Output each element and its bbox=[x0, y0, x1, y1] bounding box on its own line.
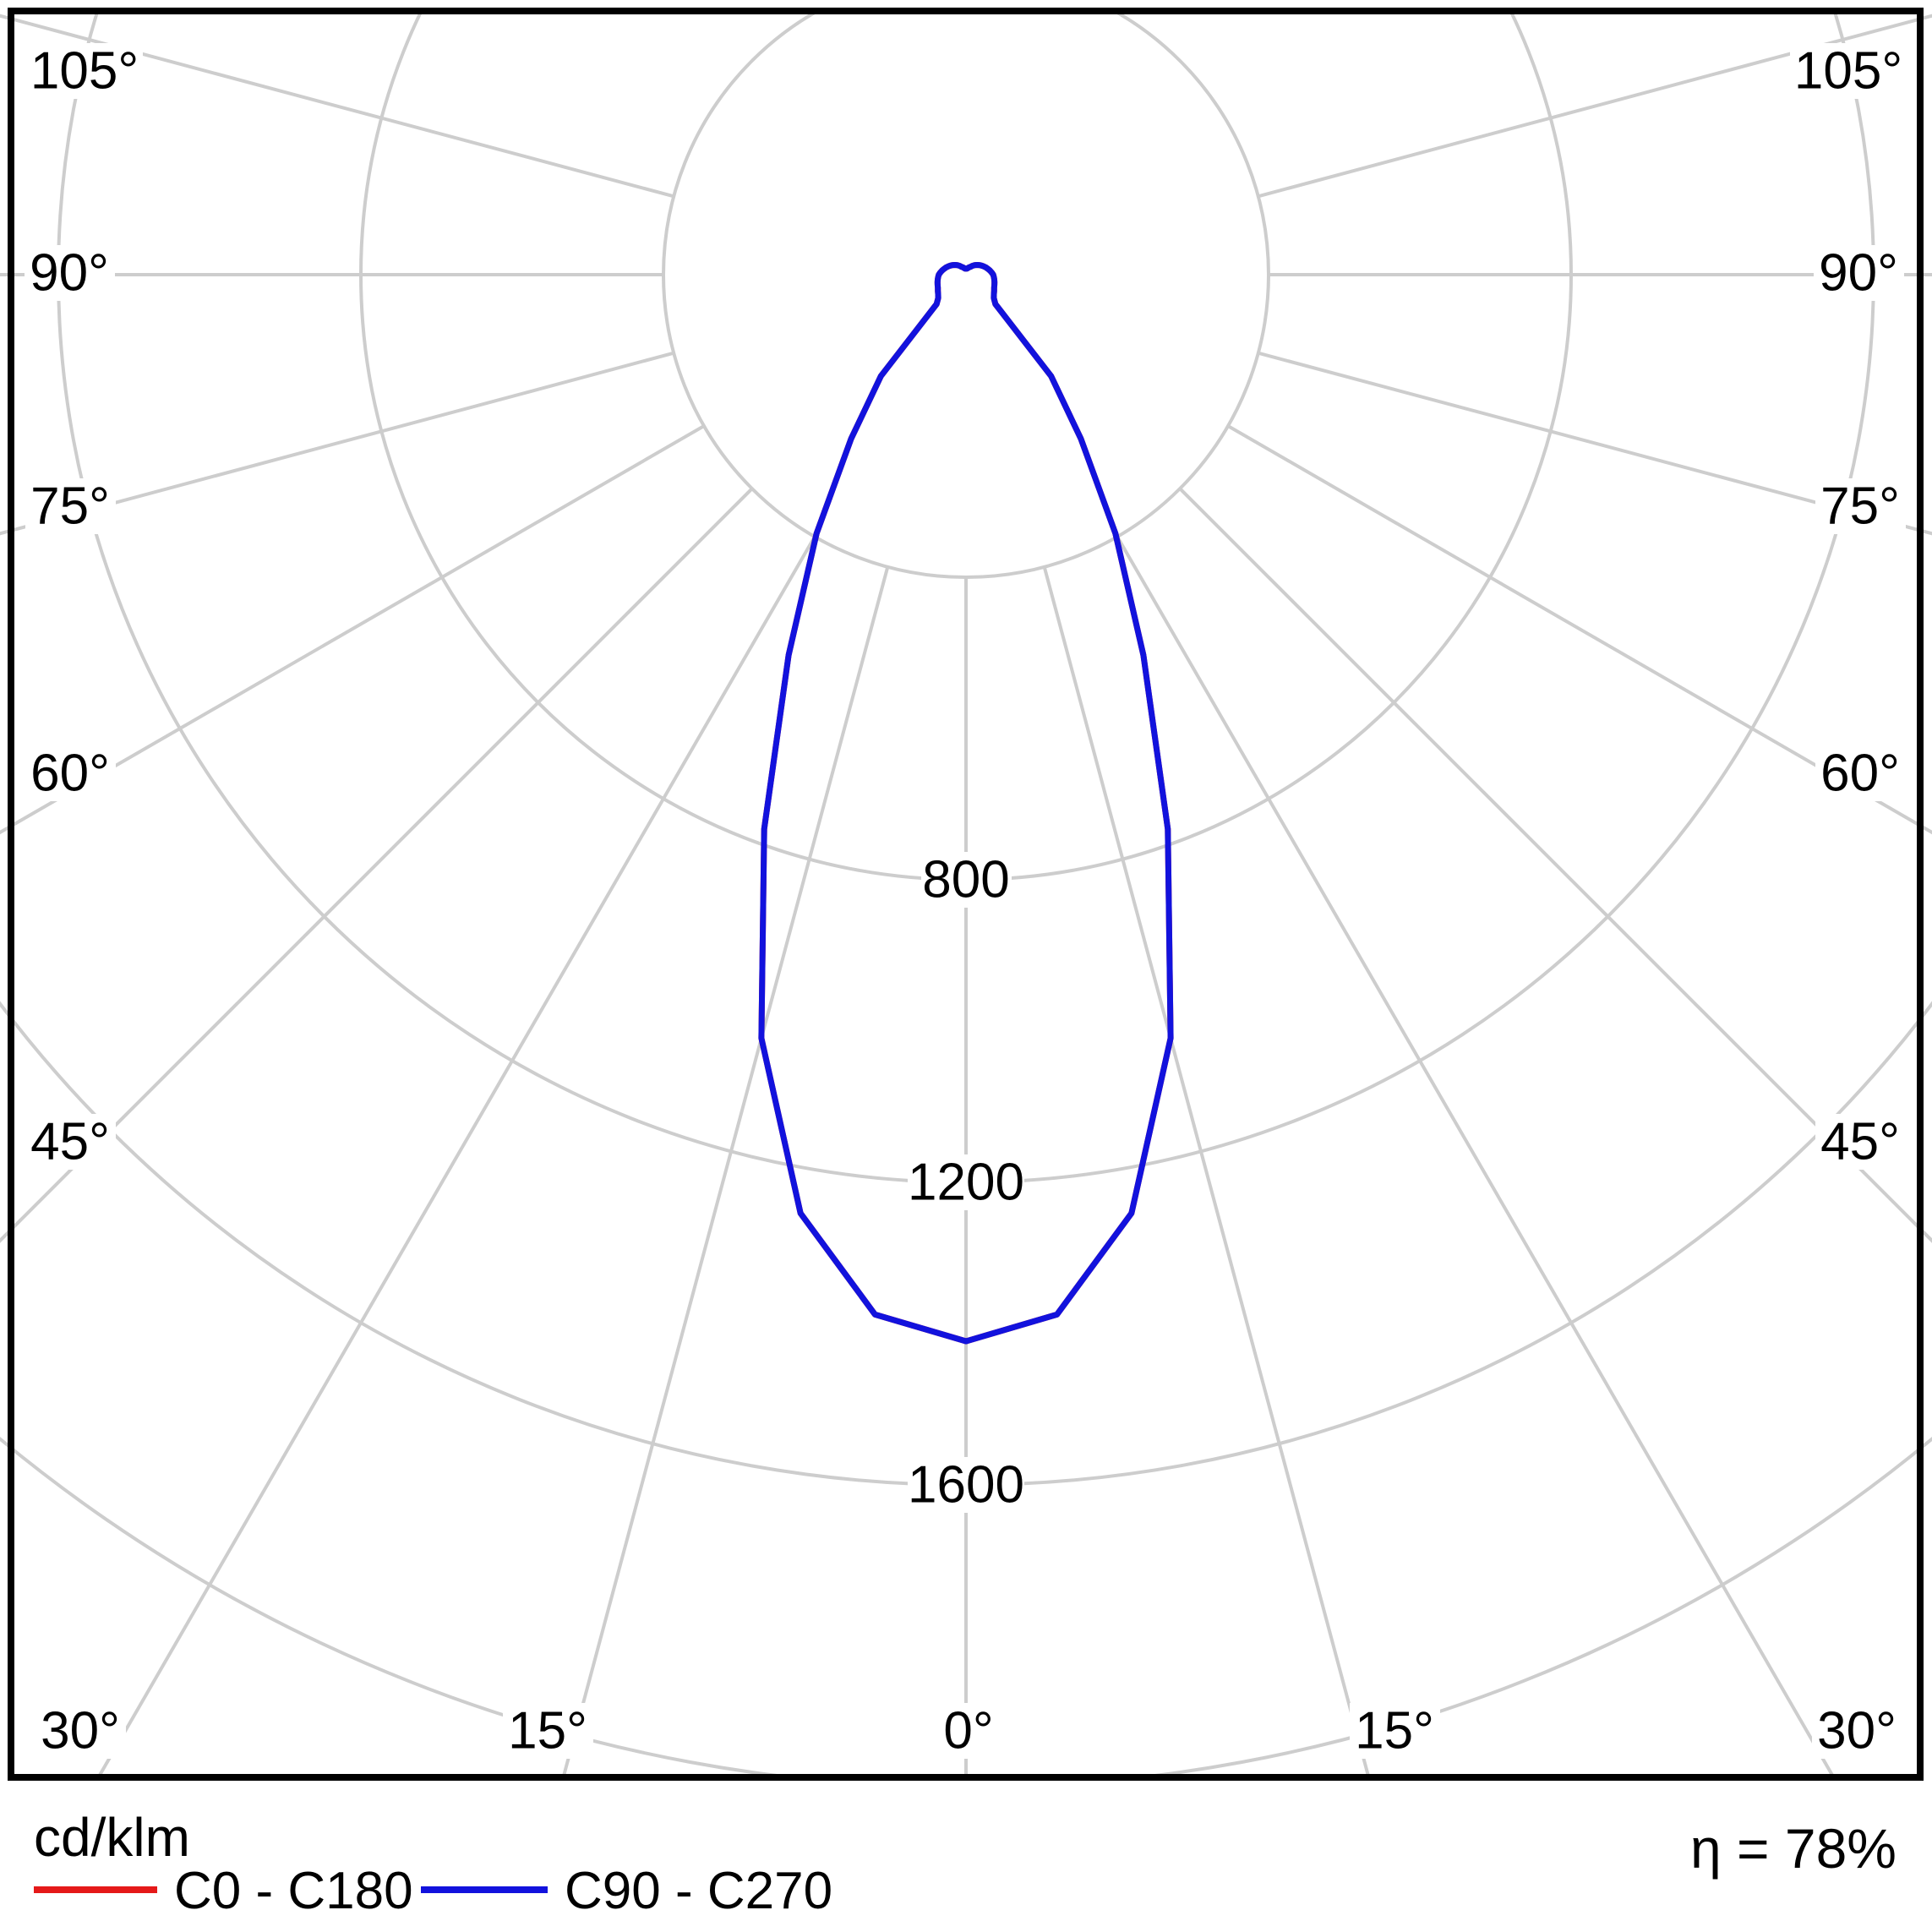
angle-label-bottom-1-bg bbox=[503, 1703, 593, 1759]
angle-label-left-60-text: 60° bbox=[30, 745, 110, 803]
grid-radial-r75 bbox=[1258, 351, 1932, 536]
angle-label-bottom-3: 15° bbox=[1350, 1702, 1440, 1760]
angle-label-right-45: 45° bbox=[1815, 1113, 1906, 1171]
efficiency-value: η = 78% bbox=[1690, 1817, 1897, 1880]
grid-radial-r30 bbox=[1116, 536, 1834, 1774]
tick-labels: 800 1200 1600 105° 90° 75° 60° 45° 105° 90° 75° 60°… bbox=[25, 42, 1907, 1760]
angle-label-left-75-bg bbox=[25, 478, 116, 534]
angle-label-bottom-4-bg bbox=[1812, 1703, 1902, 1759]
angle-label-left-45-text: 45° bbox=[30, 1113, 110, 1171]
angle-label-left-45-bg bbox=[25, 1114, 116, 1170]
angle-label-left-90-bg bbox=[25, 245, 115, 301]
grid-radial-l75 bbox=[0, 351, 674, 536]
angle-label-left-105: 105° bbox=[26, 42, 143, 101]
angle-label-bottom-0: 30° bbox=[35, 1702, 126, 1760]
grid-radial-r15 bbox=[1042, 566, 1370, 1774]
grid-radial-l60 bbox=[0, 424, 705, 835]
ring-label-1600-text: 1600 bbox=[908, 1456, 1024, 1514]
angle-label-left-60-bg bbox=[25, 745, 116, 801]
angle-label-right-105-bg bbox=[1790, 43, 1907, 99]
angle-label-bottom-1-text: 15° bbox=[508, 1702, 587, 1760]
grid-radial-l45 bbox=[0, 487, 754, 1243]
grid-radial-l30 bbox=[98, 536, 816, 1774]
angle-label-right-90: 90° bbox=[1814, 244, 1904, 303]
legend-label-c90-c270: C90 - C270 bbox=[565, 1862, 832, 1920]
curves bbox=[758, 262, 1174, 1345]
angle-label-left-75: 75° bbox=[25, 478, 116, 536]
angle-label-bottom-3-text: 15° bbox=[1355, 1702, 1434, 1760]
ring-label-800-bg bbox=[921, 852, 1012, 908]
angle-label-bottom-1: 15° bbox=[503, 1702, 593, 1760]
angle-label-right-105-text: 105° bbox=[1794, 42, 1902, 101]
angle-label-left-105-bg bbox=[26, 43, 143, 99]
angle-label-bottom-0-text: 30° bbox=[41, 1702, 120, 1760]
ring-label-1200: 1200 bbox=[908, 1154, 1024, 1212]
angle-label-left-90: 90° bbox=[25, 244, 115, 303]
grid-radial-r45 bbox=[1178, 487, 1932, 1243]
angle-label-bottom-4-text: 30° bbox=[1817, 1702, 1897, 1760]
angle-label-bottom-2-text: 0° bbox=[943, 1702, 993, 1760]
angle-label-right-90-text: 90° bbox=[1819, 244, 1898, 303]
angle-label-right-75-text: 75° bbox=[1820, 478, 1900, 536]
angle-label-bottom-3-bg bbox=[1350, 1703, 1440, 1759]
angle-label-bottom-2: 0° bbox=[936, 1702, 1001, 1760]
ring-label-1600: 1600 bbox=[908, 1456, 1024, 1514]
ring-label-1200-text: 1200 bbox=[908, 1154, 1024, 1212]
grid-radial-r105 bbox=[1258, 14, 1932, 199]
units-label: cd/klm bbox=[34, 1807, 190, 1868]
angle-label-left-105-text: 105° bbox=[30, 42, 139, 101]
angle-label-right-45-bg bbox=[1815, 1114, 1906, 1170]
ring-label-800-text: 800 bbox=[922, 851, 1009, 909]
angle-label-bottom-2-bg bbox=[936, 1703, 1001, 1759]
grid-radial-l15 bbox=[562, 566, 890, 1774]
angle-label-bottom-4: 30° bbox=[1812, 1702, 1902, 1760]
angle-label-left-90-text: 90° bbox=[30, 244, 109, 303]
curve-c90-c270 bbox=[758, 262, 1174, 1345]
ring-label-1200-bg bbox=[908, 1154, 1024, 1210]
ring-label-800: 800 bbox=[921, 851, 1012, 909]
grid-radial-r60 bbox=[1227, 424, 1932, 835]
angle-label-right-60-bg bbox=[1815, 745, 1906, 801]
angle-label-left-75-text: 75° bbox=[30, 478, 110, 536]
angle-label-right-60: 60° bbox=[1815, 745, 1906, 803]
plot-border bbox=[8, 8, 1924, 1781]
angle-label-right-105: 105° bbox=[1790, 42, 1907, 101]
angle-label-right-75-bg bbox=[1815, 478, 1906, 534]
angle-label-right-45-text: 45° bbox=[1820, 1113, 1900, 1171]
grid-radial-l105 bbox=[0, 14, 674, 199]
legend-label-c0-c180: C0 - C180 bbox=[174, 1862, 413, 1920]
angle-label-right-75: 75° bbox=[1815, 478, 1906, 536]
angle-label-left-45: 45° bbox=[25, 1113, 116, 1171]
angle-label-right-60-text: 60° bbox=[1820, 745, 1900, 803]
angle-label-left-60: 60° bbox=[25, 745, 116, 803]
angle-label-right-90-bg bbox=[1814, 245, 1904, 301]
ring-label-1600-bg bbox=[908, 1457, 1024, 1513]
angle-label-bottom-0-bg bbox=[35, 1703, 126, 1759]
